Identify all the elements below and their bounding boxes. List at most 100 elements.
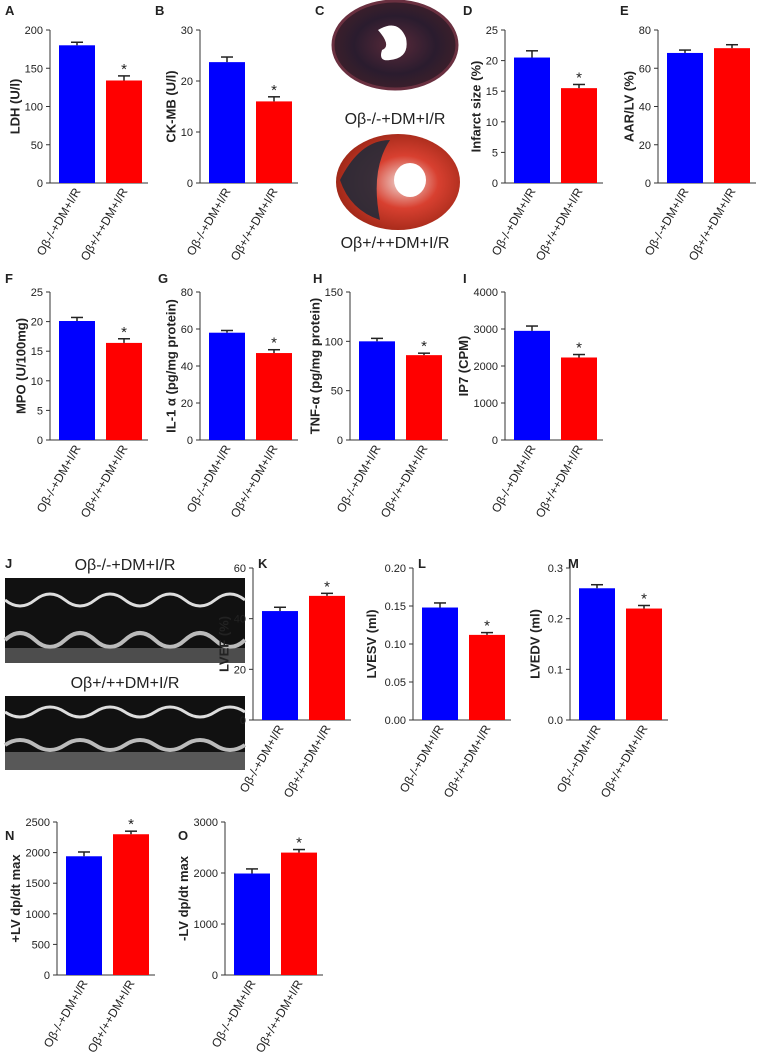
significance-mark: * — [271, 335, 277, 352]
x-tick-label: Oβ+/++DM+I/R — [228, 185, 281, 263]
bar — [626, 608, 662, 720]
y-tick-label: 20 — [486, 56, 498, 68]
y-tick-label: 60 — [181, 324, 193, 336]
y-axis-title: IL-1 α (pg/mg protein) — [164, 299, 179, 433]
y-tick-label: 60 — [234, 563, 246, 575]
significance-mark: * — [296, 835, 302, 852]
y-tick-label: 60 — [639, 63, 651, 75]
y-axis-title: AAR/LV (%) — [622, 71, 637, 142]
x-tick-label: Oβ+/++DM+I/R — [281, 722, 334, 800]
panel-label: O — [178, 828, 188, 843]
panel-label: M — [568, 556, 579, 571]
y-tick-label: 80 — [639, 25, 651, 37]
panel-label: B — [155, 3, 164, 18]
panel-label: F — [5, 271, 13, 286]
y-tick-label: 2000 — [26, 848, 50, 860]
significance-mark: * — [576, 69, 582, 86]
y-tick-label: 0.3 — [548, 563, 563, 575]
significance-mark: * — [271, 82, 277, 99]
y-tick-label: 0.05 — [385, 677, 406, 689]
x-tick-label: Oβ-/-+DM+I/R — [34, 185, 84, 258]
panel-label: E — [620, 3, 629, 18]
y-tick-label: 50 — [331, 386, 343, 398]
y-tick-label: 40 — [181, 361, 193, 373]
y-tick-label: 1000 — [26, 909, 50, 921]
bar — [256, 101, 292, 183]
panel-label: K — [258, 556, 268, 571]
bar — [561, 88, 597, 183]
y-tick-label: 10 — [31, 376, 43, 388]
y-axis-title: LVEDV (ml) — [527, 609, 542, 679]
y-tick-label: 0.1 — [548, 664, 563, 676]
y-tick-label: 0 — [212, 970, 218, 982]
bar — [262, 611, 298, 720]
x-tick-label: Oβ+/++DM+I/R — [533, 442, 586, 520]
y-tick-label: 5 — [37, 405, 43, 417]
y-tick-label: 0 — [645, 178, 651, 190]
x-tick-label: Oβ-/-+DM+I/R — [209, 977, 259, 1050]
y-tick-label: 0 — [37, 435, 43, 447]
y-tick-label: 1000 — [474, 398, 498, 410]
bar — [59, 45, 95, 183]
significance-mark: * — [421, 338, 427, 355]
panel-label: N — [5, 828, 14, 843]
y-tick-label: 20 — [181, 76, 193, 88]
significance-mark: * — [484, 618, 490, 635]
bar — [309, 595, 345, 720]
echo-image — [3, 696, 247, 770]
y-tick-label: 0.10 — [385, 639, 406, 651]
y-tick-label: 20 — [639, 140, 651, 152]
bar — [256, 353, 292, 440]
bar — [106, 342, 142, 440]
bar — [113, 834, 149, 975]
y-axis-title: +LV dp/dt max — [8, 854, 23, 943]
x-tick-label: Oβ-/-+DM+I/R — [554, 722, 604, 795]
y-tick-label: 100 — [25, 102, 43, 114]
panel-label: L — [418, 556, 426, 571]
panel-label: G — [158, 271, 168, 286]
y-tick-label: 0.20 — [385, 563, 406, 575]
y-tick-label: 25 — [31, 287, 43, 299]
y-tick-label: 10 — [486, 117, 498, 129]
bar — [234, 873, 270, 975]
bar — [59, 321, 95, 440]
bar — [209, 62, 245, 183]
bar — [469, 634, 505, 720]
x-tick-label: Oβ+/++DM+I/R — [85, 977, 138, 1055]
y-tick-label: 3000 — [474, 324, 498, 336]
x-tick-label: Oβ-/-+DM+I/R — [642, 185, 692, 258]
y-tick-label: 0 — [187, 435, 193, 447]
x-tick-label: Oβ+/++DM+I/R — [378, 442, 431, 520]
y-tick-label: 0.2 — [548, 614, 563, 626]
panel-label: D — [463, 3, 472, 18]
heart-slice-image — [331, 0, 459, 91]
y-tick-label: 0 — [187, 178, 193, 190]
panel-label: C — [315, 3, 325, 18]
x-tick-label: Oβ+/++DM+I/R — [686, 185, 739, 263]
x-tick-label: Oβ+/++DM+I/R — [228, 442, 281, 520]
bar — [106, 80, 142, 183]
y-axis-title: MPO (U/100mg) — [14, 318, 29, 414]
y-tick-label: 4000 — [474, 287, 498, 299]
y-tick-label: 20 — [181, 398, 193, 410]
bar — [714, 48, 750, 184]
y-axis-title: CK-MB (U/l) — [164, 70, 179, 142]
image-caption: Oβ-/-+DM+I/R — [345, 111, 446, 128]
y-axis-title: IP7 (CPM) — [456, 336, 471, 397]
y-tick-label: 0.00 — [385, 715, 406, 727]
echo-image — [3, 578, 247, 663]
y-tick-label: 0 — [44, 970, 50, 982]
y-axis-title: LVESV (ml) — [364, 609, 379, 678]
x-tick-label: Oβ-/-+DM+I/R — [184, 185, 234, 258]
y-tick-label: 2000 — [194, 868, 218, 880]
x-tick-label: Oβ-/-+DM+I/R — [489, 442, 539, 515]
y-tick-label: 5 — [492, 147, 498, 159]
y-tick-label: 15 — [31, 346, 43, 358]
y-tick-label: 2500 — [26, 817, 50, 829]
bar — [66, 856, 102, 975]
y-tick-label: 0 — [240, 715, 246, 727]
significance-mark: * — [121, 324, 127, 341]
bar — [422, 607, 458, 720]
y-axis-title: LVEF (%) — [217, 616, 232, 672]
x-tick-label: Oβ+/++DM+I/R — [533, 185, 586, 263]
